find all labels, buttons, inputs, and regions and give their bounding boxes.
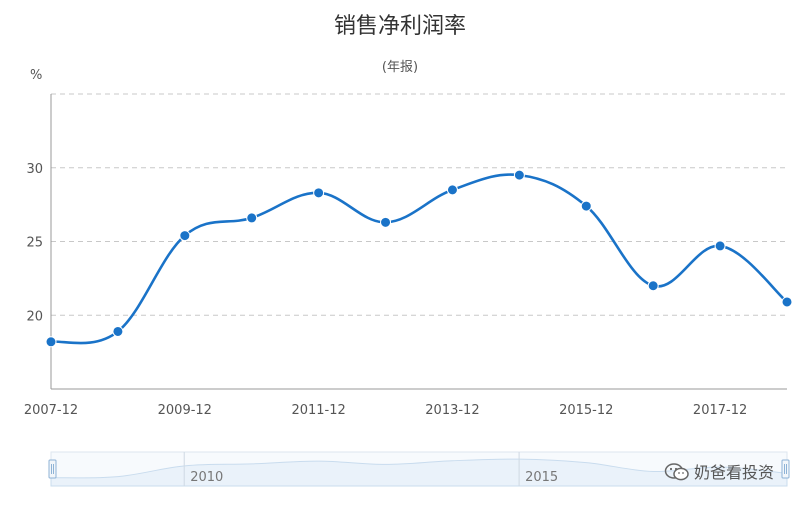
x-tick-label: 2017-12 [693, 403, 747, 418]
data-point [179, 230, 191, 242]
chart-subtitle: (年报) [381, 60, 419, 75]
y-tick-label: 20 [26, 309, 43, 324]
data-point [781, 296, 793, 308]
wechat-icon [664, 462, 690, 486]
x-tick-label: 2015-12 [559, 403, 613, 418]
x-tick-label: 2013-12 [425, 403, 479, 418]
data-point [513, 169, 525, 181]
watermark-text: 奶爸看投资 [693, 463, 774, 482]
data-point [647, 280, 659, 292]
data-point [580, 200, 592, 212]
handle-grip [48, 459, 57, 479]
data-point [246, 212, 258, 224]
data-point [446, 184, 458, 196]
navigator-right-handle[interactable] [781, 459, 790, 479]
y-axis-unit-label: % [30, 68, 43, 83]
data-point [714, 240, 726, 252]
series-line [50, 173, 788, 345]
data-point [112, 325, 124, 337]
chart-title: 销售净利润率 [333, 14, 466, 39]
x-tick-label: 2007-12 [24, 403, 78, 418]
watermark: 奶爸看投资 [664, 459, 774, 486]
y-tick-label: 25 [26, 236, 43, 251]
navigator-label: 2010 [190, 470, 223, 485]
navigator-left-handle[interactable] [48, 459, 57, 479]
y-tick-label: 30 [26, 162, 43, 177]
x-tick-label: 2011-12 [291, 403, 345, 418]
data-point [313, 187, 325, 199]
data-point [45, 336, 57, 348]
x-tick-label: 2009-12 [158, 403, 212, 418]
handle-grip [781, 459, 790, 479]
navigator-label: 2015 [525, 470, 558, 485]
data-point [380, 216, 392, 228]
